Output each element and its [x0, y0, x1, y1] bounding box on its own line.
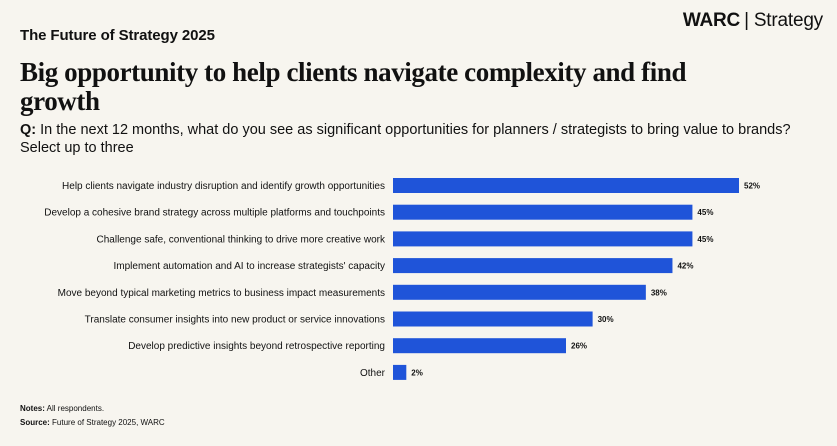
brand-separator: |: [744, 10, 749, 31]
value-label: 52%: [744, 182, 760, 191]
category-label: Develop a cohesive brand strategy across…: [44, 208, 385, 219]
category-label: Implement automation and AI to increase …: [114, 261, 386, 272]
value-label: 2%: [411, 368, 423, 377]
value-label: 30%: [598, 315, 614, 324]
category-label: Translate consumer insights into new pro…: [85, 315, 385, 326]
value-label: 42%: [677, 262, 693, 271]
question-text: In the next 12 months, what do you see a…: [20, 122, 791, 156]
value-label: 45%: [697, 208, 713, 217]
value-label: 26%: [571, 342, 587, 351]
brand-logo: WARC | Strategy: [683, 10, 823, 32]
bar: [393, 204, 693, 220]
chart-footnotes: Notes: All respondents. Source: Future o…: [20, 402, 165, 430]
category-label: Other: [360, 368, 386, 379]
bar: [393, 178, 739, 193]
bar: [393, 338, 566, 354]
value-label: 45%: [697, 235, 713, 244]
bar: [393, 284, 646, 300]
notes-line: Notes: All respondents.: [20, 402, 165, 416]
category-label: Help clients navigate industry disruptio…: [62, 181, 385, 192]
notes-text: All respondents.: [46, 404, 105, 413]
source-text: Future of Strategy 2025, WARC: [52, 418, 165, 427]
value-label: 38%: [651, 288, 667, 297]
brand-name: WARC: [682, 10, 741, 31]
bar: [393, 364, 407, 380]
brand-section: Strategy: [753, 10, 823, 31]
report-kicker: The Future of Strategy 2025: [20, 27, 215, 44]
bar: [393, 311, 593, 327]
category-label: Develop predictive insights beyond retro…: [128, 341, 385, 352]
bar: [393, 231, 693, 247]
chart-headline: Big opportunity to help clients navigate…: [20, 57, 687, 116]
source-line: Source: Future of Strategy 2025, WARC: [20, 416, 165, 430]
category-label: Challenge safe, conventional thinking to…: [97, 234, 386, 245]
survey-question: Q: In the next 12 months, what do you se…: [20, 121, 810, 157]
bar: [393, 258, 673, 274]
question-prefix: Q:: [20, 122, 37, 138]
source-label: Source:: [20, 418, 50, 427]
notes-label: Notes:: [20, 404, 45, 413]
category-label: Move beyond typical marketing metrics to…: [58, 288, 385, 299]
